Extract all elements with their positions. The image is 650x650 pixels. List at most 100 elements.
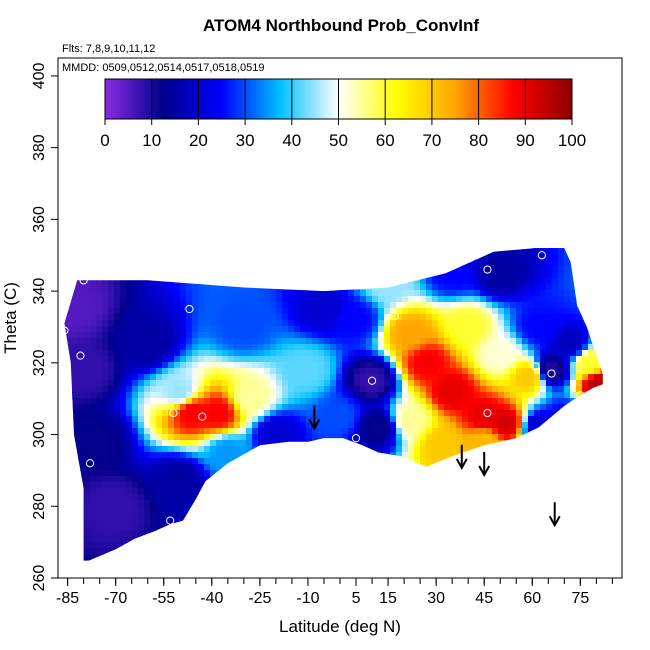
heat-cell bbox=[588, 320, 595, 327]
heat-cell bbox=[480, 248, 487, 255]
heat-cell bbox=[570, 260, 577, 267]
heat-cell bbox=[444, 266, 451, 273]
heat-cell bbox=[282, 380, 289, 387]
heat-cell bbox=[144, 434, 151, 441]
heat-cell bbox=[510, 326, 517, 333]
heat-cell bbox=[108, 470, 115, 477]
heat-cell bbox=[366, 452, 373, 459]
heat-cell bbox=[90, 470, 97, 477]
heat-cell bbox=[372, 440, 379, 447]
heat-cell bbox=[288, 512, 295, 519]
heat-cell bbox=[150, 362, 157, 369]
heat-cell bbox=[162, 416, 169, 423]
heat-cell bbox=[162, 290, 169, 297]
heat-cell bbox=[468, 440, 475, 447]
heat-cell bbox=[444, 422, 451, 429]
heat-cell bbox=[576, 458, 583, 465]
heat-cell bbox=[522, 398, 529, 405]
heat-cell bbox=[342, 524, 349, 531]
heat-cell bbox=[210, 446, 217, 453]
heat-cell bbox=[402, 290, 409, 297]
heat-cell bbox=[90, 248, 97, 249]
heat-cell bbox=[72, 488, 79, 495]
heat-cell bbox=[234, 488, 241, 495]
heat-cell bbox=[354, 434, 361, 441]
heat-cell bbox=[468, 548, 475, 555]
heat-cell bbox=[408, 284, 415, 291]
heat-cell bbox=[378, 524, 385, 531]
heat-cell bbox=[144, 440, 151, 447]
heat-cell bbox=[324, 236, 331, 243]
heat-cell bbox=[78, 278, 85, 285]
heat-cell bbox=[342, 332, 349, 339]
heat-cell bbox=[306, 548, 313, 555]
heat-cell bbox=[462, 266, 469, 273]
heat-cell bbox=[324, 536, 331, 543]
heat-cell bbox=[546, 404, 553, 411]
heat-cell bbox=[528, 356, 535, 363]
heat-cell bbox=[270, 446, 277, 453]
heat-cell bbox=[66, 500, 73, 507]
heat-cell bbox=[402, 506, 409, 513]
heat-cell bbox=[234, 416, 241, 423]
heat-cell bbox=[492, 464, 499, 471]
heat-cell bbox=[546, 464, 553, 471]
heat-cell bbox=[342, 344, 349, 351]
heat-cell bbox=[288, 524, 295, 531]
heat-cell bbox=[594, 392, 601, 399]
heat-cell bbox=[72, 446, 79, 453]
heat-cell bbox=[84, 320, 91, 327]
heat-cell bbox=[330, 362, 337, 369]
heat-cell bbox=[132, 404, 139, 411]
heat-cell bbox=[186, 344, 193, 351]
heat-cell bbox=[222, 428, 229, 435]
heat-cell bbox=[78, 542, 85, 549]
heat-cell bbox=[168, 482, 175, 489]
heat-cell bbox=[342, 386, 349, 393]
heat-cell bbox=[480, 290, 487, 297]
heat-cell bbox=[366, 404, 373, 411]
heat-cell bbox=[372, 290, 379, 297]
heat-cell bbox=[492, 248, 499, 255]
heat-cell bbox=[564, 260, 571, 267]
heat-cell bbox=[348, 512, 355, 519]
heat-cell bbox=[162, 524, 169, 531]
heat-cell bbox=[420, 326, 427, 333]
heat-cell bbox=[240, 392, 247, 399]
heat-cell bbox=[486, 446, 493, 453]
heat-cell bbox=[246, 350, 253, 357]
heat-cell bbox=[402, 518, 409, 525]
heat-cell bbox=[426, 476, 433, 483]
heat-cell bbox=[324, 290, 331, 297]
heat-cell bbox=[384, 380, 391, 387]
heat-cell bbox=[252, 506, 259, 513]
heat-cell bbox=[108, 374, 115, 381]
heat-cell bbox=[282, 320, 289, 327]
heat-cell bbox=[534, 518, 541, 525]
heat-cell bbox=[528, 518, 535, 525]
heat-cell bbox=[528, 446, 535, 453]
heat-cell bbox=[192, 440, 199, 447]
heat-cell bbox=[324, 554, 331, 561]
heat-cell bbox=[90, 386, 97, 393]
heat-cell bbox=[342, 314, 349, 321]
heat-cell bbox=[462, 320, 469, 327]
heat-cell bbox=[90, 380, 97, 387]
heat-cell bbox=[336, 266, 343, 273]
heat-cell bbox=[456, 488, 463, 495]
heat-cell bbox=[456, 248, 463, 249]
heat-cell bbox=[600, 476, 603, 483]
heat-cell bbox=[174, 422, 181, 429]
heat-cell bbox=[282, 314, 289, 321]
heat-cell bbox=[144, 458, 151, 465]
heat-cell bbox=[546, 320, 553, 327]
heat-cell bbox=[324, 260, 331, 267]
heat-cell bbox=[432, 434, 439, 441]
heat-cell bbox=[174, 404, 181, 411]
heat-cell bbox=[438, 428, 445, 435]
heat-cell bbox=[456, 368, 463, 375]
heat-cell bbox=[486, 272, 493, 279]
heat-cell bbox=[192, 476, 199, 483]
heat-cell bbox=[192, 446, 199, 453]
heat-cell bbox=[126, 506, 133, 513]
